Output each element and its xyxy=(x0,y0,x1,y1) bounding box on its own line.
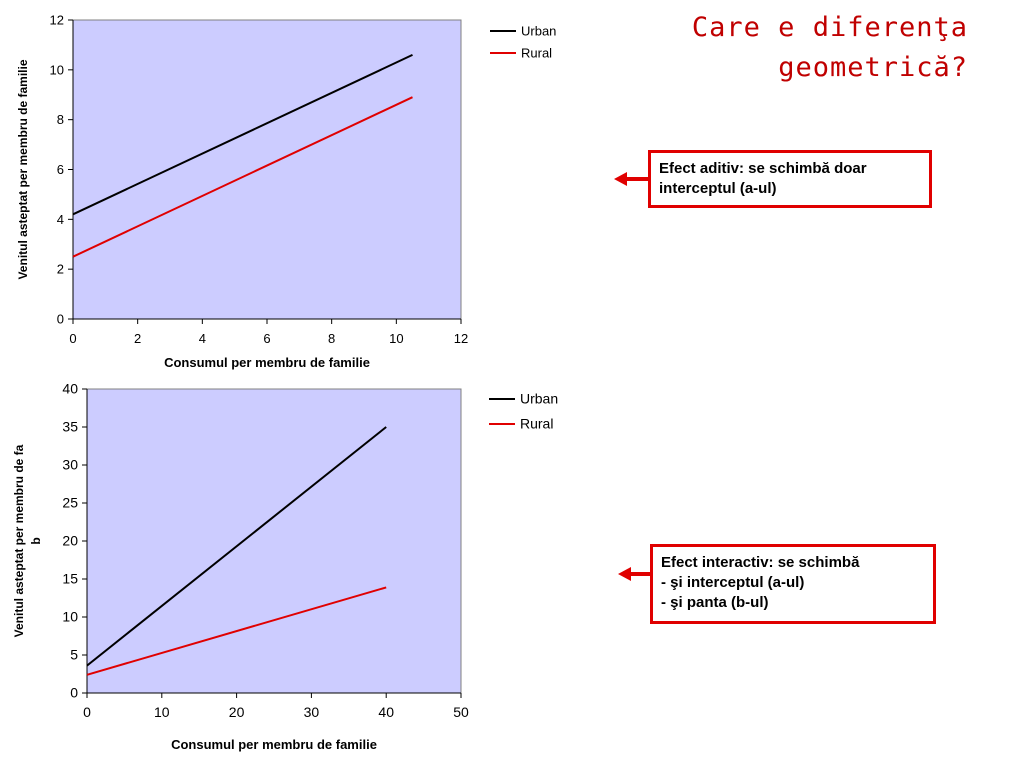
chart2-x-tick-label: 0 xyxy=(83,704,91,720)
additive-effect-callout: Efect aditiv: se schimbă doar interceptu… xyxy=(648,150,932,208)
chart1-y-tick-label: 6 xyxy=(57,162,64,177)
chart1-series-urban-line xyxy=(72,53,413,216)
interactive-effect-chart: 0 5 10 15 20 25 30 35 40 0 10 20 30 40 50 Consumul per … xyxy=(12,381,558,753)
chart2-legend-rural-label: Rural xyxy=(520,416,553,432)
interactive-callout-line1: Efect interactiv: se schimbă xyxy=(661,554,860,571)
chart1-y-tick-label: 12 xyxy=(50,13,64,28)
chart1-y-tick-label: 2 xyxy=(57,262,64,277)
chart1-y-tick-label: 8 xyxy=(57,112,64,127)
chart2-legend-urban-label: Urban xyxy=(520,391,558,407)
chart2-y-tick-label: 25 xyxy=(62,495,78,511)
chart1-x-tick-label: 2 xyxy=(134,331,141,346)
chart2-y-tick-label: 20 xyxy=(62,533,78,549)
additive-effect-chart: 0 2 4 6 8 10 12 0 2 4 6 8 10 12 Consumul per membru de… xyxy=(16,13,556,371)
additive-callout-line1: Efect aditiv: se schimbă doar xyxy=(659,160,867,177)
chart1-x-tick-label: 10 xyxy=(389,331,403,346)
chart2-y-axis-label-line2: b xyxy=(29,537,43,544)
interactive-callout-arrow xyxy=(618,567,652,581)
chart1-legend-urban-label: Urban xyxy=(521,24,556,39)
chart2-y-tick-label: 40 xyxy=(62,381,78,397)
chart1-y-tick-label: 10 xyxy=(50,62,64,77)
chart2-x-tick-label: 20 xyxy=(229,704,245,720)
chart1-x-tick-label: 12 xyxy=(454,331,468,346)
chart2-y-tick-label: 30 xyxy=(62,457,78,473)
slide-title-line2: geometrică? xyxy=(778,52,968,83)
chart1-x-tick-label: 8 xyxy=(328,331,335,346)
slide-title: Care e diferenţa geometrică? xyxy=(692,8,968,88)
chart1-x-axis-label: Consumul per membru de familie xyxy=(164,355,370,370)
chart2-plot-area xyxy=(86,388,462,694)
chart2-x-axis-label: Consumul per membru de familie xyxy=(171,737,377,752)
chart2-x-tick-label: 30 xyxy=(304,704,320,720)
chart1-x-tick-label: 6 xyxy=(263,331,270,346)
slide-title-line1: Care e diferenţa xyxy=(691,12,968,43)
chart2-x-tick-label: 40 xyxy=(378,704,394,720)
chart1-y-tick-label: 4 xyxy=(57,212,64,227)
chart2-y-tick-label: 0 xyxy=(70,685,78,701)
chart2-y-tick-label: 15 xyxy=(62,571,78,587)
chart2-x-tick-label: 10 xyxy=(154,704,170,720)
chart1-series-rural-line xyxy=(72,96,413,258)
chart2-x-tick-label: 50 xyxy=(453,704,469,720)
chart1-y-axis-label: Venitul asteptat per membru de familie xyxy=(16,59,30,279)
chart1-legend-rural-label: Rural xyxy=(521,46,552,61)
interactive-effect-callout: Efect interactiv: se schimbă - şi interc… xyxy=(650,544,936,624)
chart2-y-tick-label: 10 xyxy=(62,609,78,625)
additive-callout-arrow xyxy=(614,172,648,186)
chart2-y-tick-label: 35 xyxy=(62,419,78,435)
additive-callout-line2: interceptul (a-ul) xyxy=(659,180,777,197)
chart2-y-axis-label-line1: Venitul asteptat per membru de fa xyxy=(12,444,26,637)
chart1-plot-area xyxy=(72,19,462,320)
chart1-x-tick-label: 4 xyxy=(199,331,206,346)
chart2-y-tick-label: 5 xyxy=(70,647,78,663)
chart1-y-tick-label: 0 xyxy=(57,312,64,327)
chart1-x-tick-label: 0 xyxy=(69,331,76,346)
interactive-callout-line3: - şi panta (b-ul) xyxy=(661,594,769,611)
interactive-callout-line2: - şi interceptul (a-ul) xyxy=(661,574,805,591)
chart2-series-rural-line xyxy=(86,586,387,676)
chart2-series-urban-line xyxy=(86,426,387,667)
